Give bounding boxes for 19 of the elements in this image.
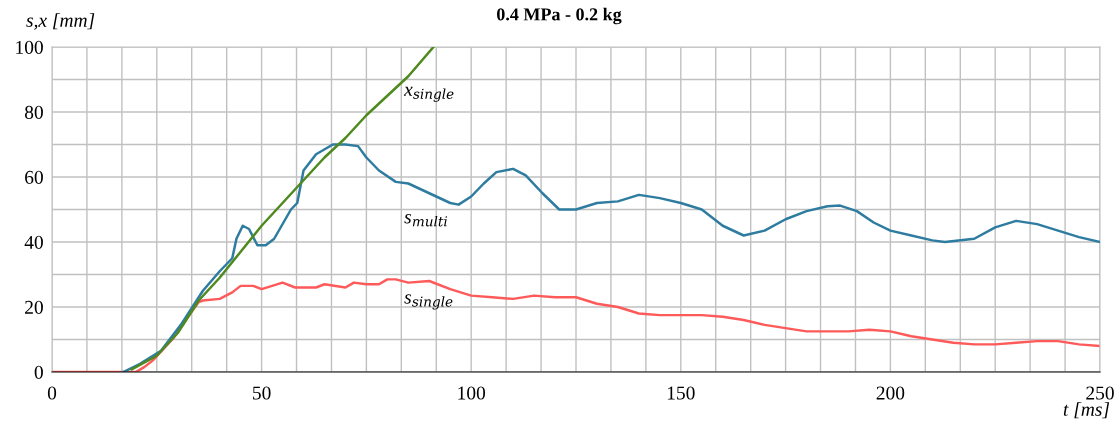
y-tick-label: 20 (25, 300, 43, 314)
x-tick-label: 0 (47, 386, 57, 400)
y-tick-label: 0 (34, 365, 43, 379)
x-tick-label: 200 (876, 386, 905, 400)
chart-title: 0.4 MPa - 0.2 kg (497, 7, 622, 25)
line-series (122, 143, 1100, 372)
x-tick-label: 100 (458, 386, 486, 400)
y-tick-label: 80 (24, 105, 43, 119)
x-axis-title: t [ms] (1063, 402, 1110, 419)
series-label: s$_{single}$ (404, 294, 453, 310)
y-tick-label: 100 (16, 40, 43, 54)
y-axis-title: s,x [mm] (26, 13, 95, 30)
y-tick-label: 60 (25, 170, 43, 184)
x-tick-label: 150 (667, 386, 695, 400)
series-label: x$_{single}$ (403, 86, 454, 102)
y-tick-label: 40 (24, 235, 43, 249)
series-label: s$_{multi}$ (404, 214, 448, 227)
x-tick-label: 250 (1086, 386, 1114, 400)
x-tick-label: 50 (253, 386, 271, 400)
